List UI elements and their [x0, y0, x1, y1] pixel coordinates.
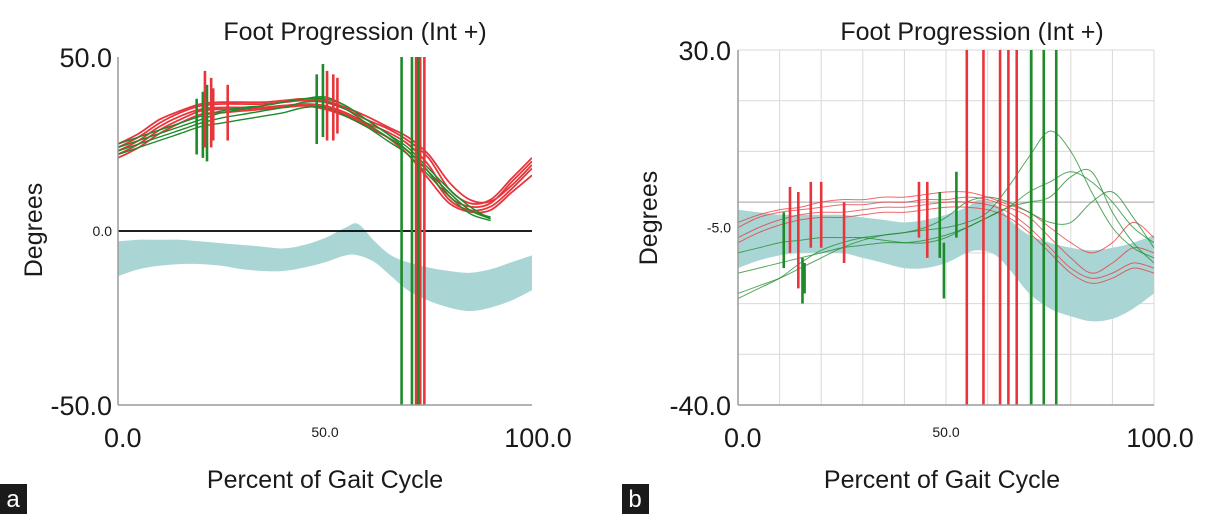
panel-a-x-tick-label: 100.0 — [504, 423, 572, 453]
panel-a-y-tick-label: 50.0 — [59, 43, 112, 73]
panel-b-plot: 30.0 -5.0 -40.00.0 50.0 100.0 — [669, 36, 1193, 453]
panel-b-label-box — [622, 484, 649, 514]
panel-a-data-area — [118, 57, 532, 405]
panel-b-x-tick-label: 50.0 — [932, 424, 959, 440]
panel-b-x-tick-label: 0.0 — [724, 423, 762, 453]
panel-b-xlabel: Percent of Gait Cycle — [824, 466, 1060, 494]
panel-b-series-line-5 — [738, 130, 1154, 294]
panel-a-ylabel: Degrees — [20, 183, 48, 278]
panel-b-ylabel: Degrees — [635, 171, 663, 266]
panel-a-xlabel: Percent of Gait Cycle — [207, 466, 443, 494]
panel-a-normal-band — [118, 223, 532, 311]
panel-b-y-tick-label: -40.0 — [669, 391, 731, 421]
panel-b-series-line-7 — [738, 171, 1154, 254]
panel-a-x-tick-label: 50.0 — [311, 424, 338, 440]
panel-a-x-tick-label: 0.0 — [104, 423, 142, 453]
panel-b-series-line-4 — [738, 206, 1154, 284]
panel-a-series-line-7 — [118, 105, 491, 222]
panel-b-series-line-8 — [738, 168, 1154, 274]
panel-b-title: Foot Progression (Int +) — [840, 18, 1103, 46]
panel-a-label-box — [0, 484, 27, 514]
panel-a-series-line-2 — [118, 104, 532, 212]
panel-b-series-line-2 — [738, 201, 1154, 279]
panel-a-y-tick-label: -50.0 — [50, 391, 112, 421]
panel-b-series-line-3 — [738, 191, 1154, 254]
panel-a-y-tick-label: 0.0 — [93, 223, 113, 239]
panel-a-series-line-5 — [118, 97, 532, 204]
panel-a-series-line-4 — [118, 104, 532, 214]
panel-a-label: a — [6, 486, 20, 513]
panel-b-series-line-1 — [738, 196, 1154, 274]
panel-b-y-tick-label: -5.0 — [707, 220, 731, 236]
panel-b-x-tick-label: 100.0 — [1126, 423, 1194, 453]
panel-b-data-area — [738, 50, 1154, 405]
panel-a-plot: 50.00.0-50.00.0 50.0 100.0 — [50, 43, 571, 453]
panel-b-series-line-6 — [738, 191, 1154, 299]
panel-a-series-line-9 — [118, 97, 491, 220]
panel-b-normal-band — [738, 199, 1154, 322]
panel-b-y-tick-label: 30.0 — [678, 36, 731, 66]
panel-a-title: Foot Progression (Int +) — [223, 18, 486, 46]
panel-b-label: b — [628, 486, 641, 513]
